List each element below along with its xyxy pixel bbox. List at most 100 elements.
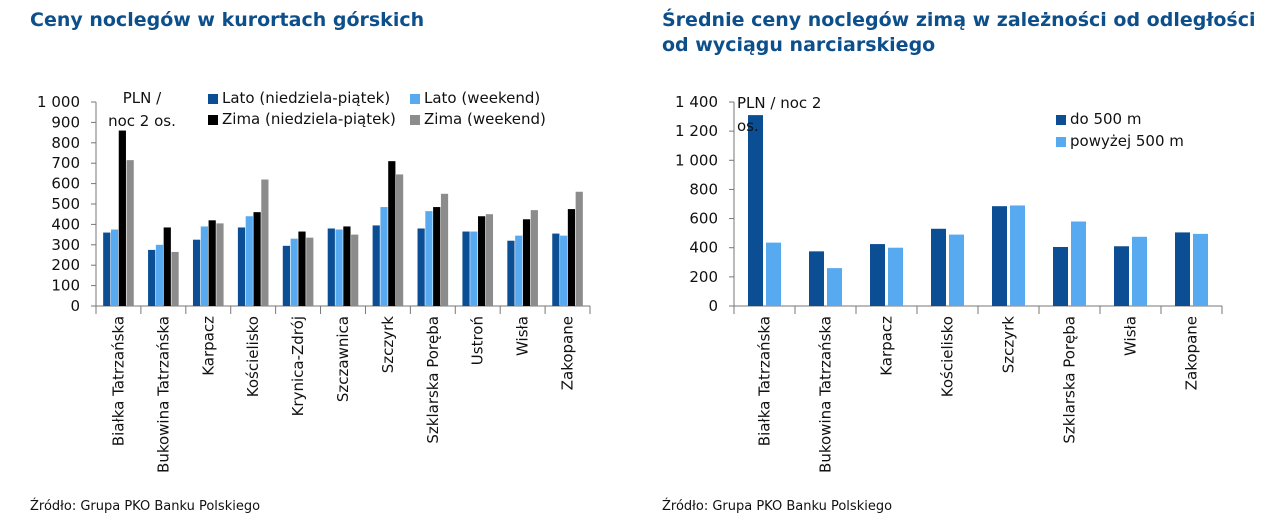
category-label: Bukowina Tatrzańska [817,316,835,473]
bar-karpacz-series-1 [192,239,201,306]
legend-label: Lato (niedziela-piątek) [222,89,390,107]
bar-bukowina-tatrzanska-series-2 [827,268,842,306]
y-tick-label: 1 000 [675,151,718,169]
bar-szczyrk-series-2 [1010,205,1025,306]
category-label: Kościelisko [939,316,957,397]
bar-bukowina-tatrzanska-series-2 [155,244,164,306]
legend-label: Zima (weekend) [424,110,546,128]
category-label: Kościelisko [244,316,262,397]
bar-zakopane-series-1 [552,233,560,306]
category-label: Krynica-Zdrój [289,316,307,416]
bar-szczawnica-series-1 [327,228,335,306]
category-label: Zakopane [559,316,577,390]
bar-krynica-zdroj-series-3 [298,231,306,306]
y-tick-label: 200 [51,256,80,274]
bar-wisla-series-2 [515,235,523,306]
category-label: Szczyrk [1000,316,1018,374]
unit-label: PLN / noc 2 [737,94,821,112]
bar-koscielisko-series-1 [931,228,946,306]
y-tick-label: 0 [708,297,718,315]
bar-ustron-series-3 [478,216,486,306]
bar-koscielisko-series-1 [237,227,246,306]
category-label: Szczyrk [379,316,397,374]
unit-label: PLN / [123,89,162,107]
y-tick-label: 300 [51,236,80,254]
y-tick-label: 400 [689,239,718,257]
bar-bialka-tatrzanska-series-4 [126,160,134,306]
category-label: Bukowina Tatrzańska [154,316,172,473]
y-tick-label: 1 200 [675,122,718,140]
bar-koscielisko-series-3 [253,212,261,306]
bar-koscielisko-series-4 [261,179,269,306]
unit-label: noc 2 os. [108,112,176,130]
bar-bukowina-tatrzanska-series-3 [163,227,171,306]
bar-szczyrk-series-1 [372,225,380,306]
bar-wisla-series-1 [1114,246,1129,306]
category-label: Białka Tatrzańska [109,316,127,446]
bar-szczawnica-series-2 [335,229,343,306]
legend-swatch [1056,137,1066,147]
bar-zakopane-series-3 [567,209,576,306]
legend-swatch [208,94,218,104]
source-note: Źródło: Grupa PKO Banku Polskiego [662,499,893,514]
category-label: Szczawnica [334,316,352,402]
bar-karpacz-series-4 [216,223,224,306]
y-tick-label: 400 [51,215,80,233]
bar-bialka-tatrzanska-series-2 [766,242,781,306]
bar-bialka-tatrzanska-series-3 [118,130,126,306]
bar-zakopane-series-1 [1175,232,1190,306]
bar-zakopane-series-2 [560,235,568,306]
bar-szczawnica-series-4 [351,234,359,306]
bar-bialka-tatrzanska-series-1 [748,115,763,306]
y-tick-label: 0 [70,297,80,315]
unit-label: os. [737,117,759,135]
legend-swatch [410,115,420,125]
category-label: Wisła [1122,316,1140,356]
bar-szklarska-poreba-series-4 [440,193,449,306]
legend-swatch [410,94,420,104]
bar-wisla-series-1 [507,240,515,306]
bar-szczyrk-series-2 [380,207,388,306]
y-tick-label: 800 [689,180,718,198]
legend-label: do 500 m [1070,110,1141,128]
bar-bukowina-tatrzanska-series-4 [171,251,179,306]
legend-label: Lato (weekend) [424,89,540,107]
y-tick-label: 700 [51,154,80,172]
bar-szczyrk-series-1 [992,206,1007,306]
bar-koscielisko-series-2 [245,216,253,306]
bar-ustron-series-4 [485,214,494,306]
bar-zakopane-series-4 [575,191,583,306]
y-tick-label: 800 [51,134,80,152]
y-tick-label: 900 [51,113,80,131]
chart-title: Średnie ceny noclegów zimą w zależności … [662,9,1256,56]
chart-title: Ceny noclegów w kurortach górskich [30,9,425,31]
y-tick-label: 1 000 [37,93,80,111]
y-tick-label: 600 [51,175,80,193]
bar-karpacz-series-3 [208,220,216,306]
y-tick-label: 1 400 [675,93,718,111]
bar-szklarska-poreba-series-2 [1071,221,1086,306]
bar-bialka-tatrzanska-series-1 [103,232,111,306]
y-tick-label: 200 [689,268,718,286]
legend-label: powyżej 500 m [1070,132,1184,150]
bar-szklarska-poreba-series-3 [433,207,441,306]
bar-wisla-series-4 [530,210,538,306]
bar-szklarska-poreba-series-1 [1053,246,1068,306]
bar-krynica-zdroj-series-1 [282,245,290,306]
bar-bukowina-tatrzanska-series-1 [148,249,156,306]
category-label: Karpacz [199,316,217,376]
category-label: Szklarska Poręba [424,316,442,444]
bar-krynica-zdroj-series-4 [306,237,314,306]
bar-chart-resort-prices: 0 100 200 300 400 500 600 700 800 900 1 000 Białka … [37,89,591,473]
legend-swatch [1056,115,1066,125]
bar-karpacz-series-2 [200,226,208,306]
bar-szklarska-poreba-series-1 [417,228,425,306]
bar-szklarska-poreba-series-2 [425,211,433,306]
chart-panel-resorts: Ceny noclegów w kurortach górskich 0 100 2… [0,0,610,528]
legend-swatch [208,115,218,125]
y-tick-label: 100 [51,277,80,295]
bar-karpacz-series-1 [870,244,885,306]
bar-koscielisko-series-2 [949,234,964,306]
bar-karpacz-series-2 [888,247,903,306]
bar-bukowina-tatrzanska-series-1 [809,251,824,306]
